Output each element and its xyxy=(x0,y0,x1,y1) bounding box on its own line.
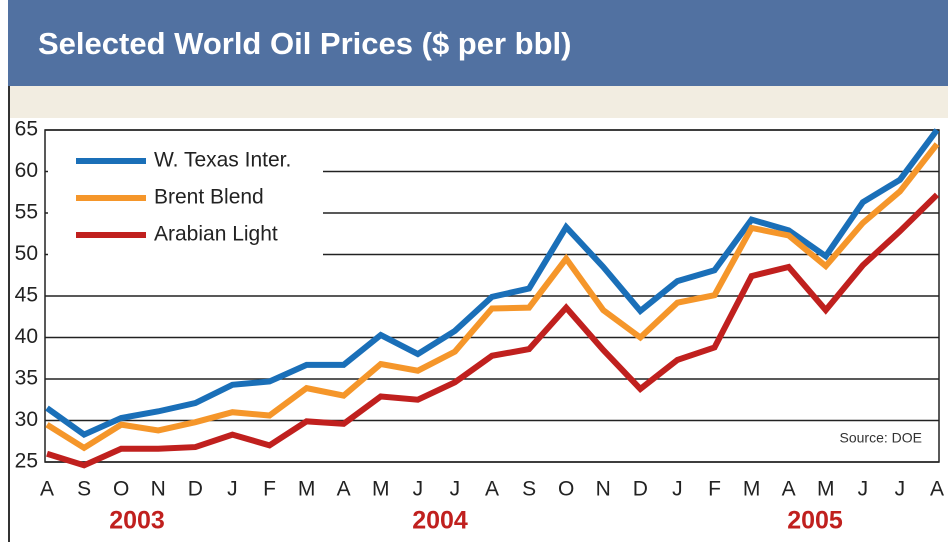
x-tick-label: F xyxy=(708,478,721,501)
source-note: Source: DOE xyxy=(840,430,922,446)
x-tick-label: M xyxy=(817,478,835,501)
header-bar xyxy=(8,0,948,86)
x-tick-label: S xyxy=(77,478,91,501)
x-tick-label: A xyxy=(40,478,54,501)
x-tick-label: F xyxy=(263,478,276,501)
y-tick-label: 35 xyxy=(15,367,38,390)
x-tick-label: D xyxy=(188,478,203,501)
series-line xyxy=(45,128,940,439)
y-tick-label: 30 xyxy=(15,408,38,431)
y-tick-label: 50 xyxy=(15,242,38,265)
x-tick-label: D xyxy=(633,478,648,501)
x-tick-label: A xyxy=(782,478,796,501)
legend-label: Arabian Light xyxy=(154,223,278,246)
y-tick-label: 45 xyxy=(15,284,38,307)
chart-title: Selected World Oil Prices ($ per bbl) xyxy=(38,26,571,61)
x-tick-label: M xyxy=(743,478,761,501)
x-tick-label: J xyxy=(672,478,683,501)
series-line xyxy=(46,192,940,469)
y-tick-label: 65 xyxy=(15,118,38,141)
y-tick-label: 60 xyxy=(15,159,38,182)
legend-label: Brent Blend xyxy=(154,186,264,209)
x-tick-label: J xyxy=(895,478,906,501)
x-tick-label: J xyxy=(413,478,424,501)
x-tick-label: S xyxy=(522,478,536,501)
x-tick-label: J xyxy=(450,478,461,501)
y-tick-label: 55 xyxy=(15,201,38,224)
series-line xyxy=(45,142,940,452)
y-tick-label: 40 xyxy=(15,325,38,348)
x-tick-label: O xyxy=(113,478,129,501)
x-tick-label: N xyxy=(151,478,166,501)
x-tick-label: M xyxy=(298,478,316,501)
x-tick-label: J xyxy=(227,478,238,501)
x-tick-label: A xyxy=(337,478,351,501)
x-tick-label: A xyxy=(485,478,499,501)
year-label: 2004 xyxy=(412,507,468,535)
legend-label: W. Texas Inter. xyxy=(154,149,291,172)
x-tick-label: M xyxy=(372,478,390,501)
header-strip xyxy=(8,86,948,118)
y-tick-label: 25 xyxy=(15,450,38,473)
year-label: 2003 xyxy=(109,507,165,535)
year-label: 2005 xyxy=(787,507,843,535)
x-tick-label: A xyxy=(930,478,944,501)
x-tick-label: J xyxy=(858,478,869,501)
x-tick-label: O xyxy=(558,478,574,501)
x-tick-label: N xyxy=(596,478,611,501)
